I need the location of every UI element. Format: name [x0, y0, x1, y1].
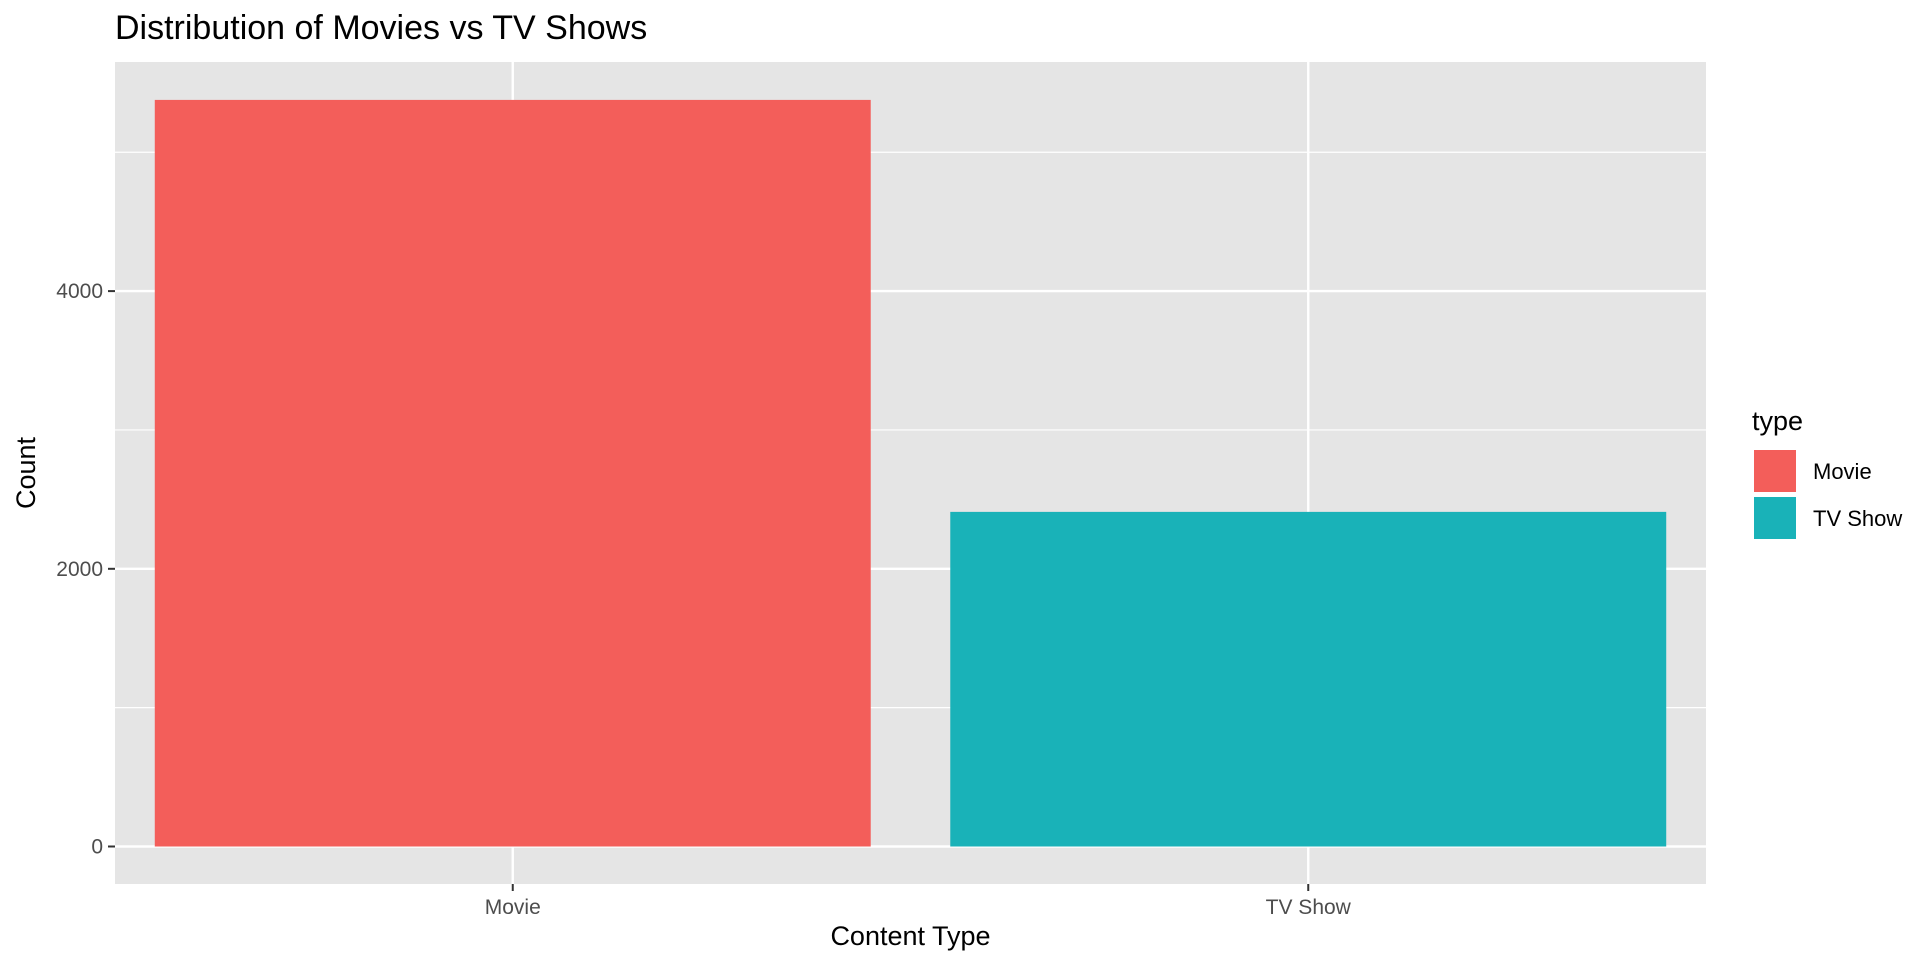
- bar-tv-show: [950, 511, 1667, 847]
- legend-items: Movie TV Show: [1752, 448, 1902, 541]
- bars: [154, 99, 1667, 847]
- chart-title: Distribution of Movies vs TV Shows: [115, 9, 647, 47]
- legend-key: [1752, 448, 1798, 494]
- y-axis: 0 2000 4000: [56, 280, 115, 859]
- x-tick-label: TV Show: [1266, 896, 1352, 919]
- y-tick-label: 2000: [56, 558, 103, 581]
- x-tick-label: Movie: [485, 896, 541, 919]
- x-axis-title: Content Type: [830, 921, 990, 951]
- legend-title: type: [1752, 406, 1803, 436]
- legend-label: Movie: [1813, 459, 1872, 484]
- y-tick-label: 0: [91, 836, 103, 859]
- x-axis: Movie TV Show: [485, 884, 1352, 919]
- legend-key: [1752, 495, 1798, 541]
- legend-label: TV Show: [1813, 506, 1902, 531]
- bar-movie: [154, 99, 871, 847]
- legend: type Movie TV Show: [1752, 406, 1902, 541]
- y-tick-label: 4000: [56, 280, 103, 303]
- y-axis-title: Count: [11, 436, 41, 509]
